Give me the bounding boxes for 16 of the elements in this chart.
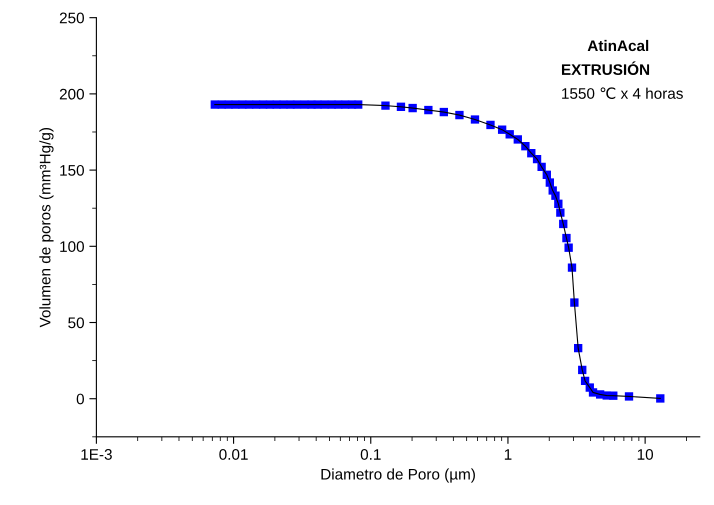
y-axis-title: Volumen de poros (mm³Hg/g) <box>39 128 54 328</box>
x-axis-title: Diametro de Poro (µm) <box>321 468 475 483</box>
x-tick-label: 1E-3 <box>81 449 112 460</box>
x-tick-label: 0.01 <box>219 449 248 460</box>
y-tick-label: 50 <box>68 317 84 328</box>
y-tick-label: 100 <box>60 241 84 252</box>
x-tick-label: 0.1 <box>360 449 381 460</box>
y-tick-label: 250 <box>60 12 84 24</box>
annotation: EXTRUSIÓN <box>562 61 650 76</box>
y-tick-label: 200 <box>60 88 84 100</box>
x-tick-label: 10 <box>638 449 654 460</box>
annotation: 1550 ℃ x 4 horas <box>562 87 683 99</box>
y-tick-label: 0 <box>76 394 84 404</box>
x-tick-label: 1 <box>504 449 512 460</box>
y-tick-label: 150 <box>60 164 84 176</box>
annotation: AtinAcal <box>588 40 648 52</box>
